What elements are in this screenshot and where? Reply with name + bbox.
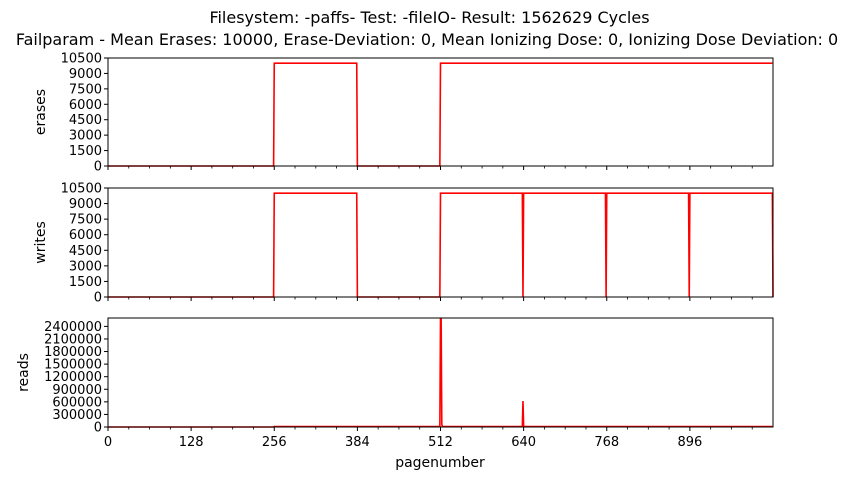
chart-title-line1: Filesystem: -paffs- Test: -fileIO- Resul… (209, 8, 649, 27)
y-axis-label-erases: erases (33, 89, 49, 135)
y-tick-label: 2100000 (44, 332, 102, 347)
y-tick-label: 1500 (69, 144, 102, 159)
y-tick-label: 4500 (69, 244, 102, 259)
x-tick-label: 768 (594, 435, 619, 450)
y-tick-label: 2400000 (44, 320, 102, 335)
y-tick-label: 10500 (61, 52, 102, 67)
x-tick-label: 640 (511, 435, 536, 450)
subplot-reads: 0300000600000900000120000015000001800000… (16, 317, 774, 450)
x-axis-label: pagenumber (395, 455, 485, 471)
chart-title-line2: Failparam - Mean Erases: 10000, Erase-De… (16, 30, 838, 49)
y-tick-label: 3000 (69, 129, 102, 144)
y-tick-label: 600000 (52, 395, 102, 410)
y-tick-label: 0 (94, 291, 102, 306)
x-tick-label: 384 (345, 435, 370, 450)
x-tick-label: 0 (104, 435, 112, 450)
y-tick-label: 7500 (69, 213, 102, 228)
y-axis-label-reads: reads (16, 353, 32, 392)
y-tick-label: 7500 (69, 82, 102, 97)
x-tick-label: 896 (677, 435, 702, 450)
y-tick-label: 9000 (69, 197, 102, 212)
y-tick-label: 900000 (52, 383, 102, 398)
y-tick-label: 1500000 (44, 358, 102, 373)
y-axis-label-writes: writes (33, 221, 49, 264)
y-tick-label: 10500 (61, 182, 102, 197)
y-tick-label: 0 (94, 421, 102, 436)
y-tick-label: 4500 (69, 113, 102, 128)
y-tick-label: 6000 (69, 228, 102, 243)
series-line-erases (108, 62, 773, 167)
y-tick-label: 1200000 (44, 370, 102, 385)
y-tick-label: 1800000 (44, 345, 102, 360)
series-line-writes (108, 192, 774, 298)
y-tick-label: 300000 (52, 408, 102, 423)
y-tick-label: 3000 (69, 259, 102, 274)
subplot-group: 015003000450060007500900010500erases0150… (16, 52, 774, 450)
x-tick-label: 512 (428, 435, 453, 450)
y-tick-label: 6000 (69, 98, 102, 113)
y-tick-label: 1500 (69, 275, 102, 290)
series-line-reads (108, 318, 773, 428)
y-tick-label: 0 (94, 160, 102, 175)
y-tick-label: 9000 (69, 67, 102, 82)
x-tick-label: 256 (262, 435, 287, 450)
x-tick-label: 128 (179, 435, 204, 450)
